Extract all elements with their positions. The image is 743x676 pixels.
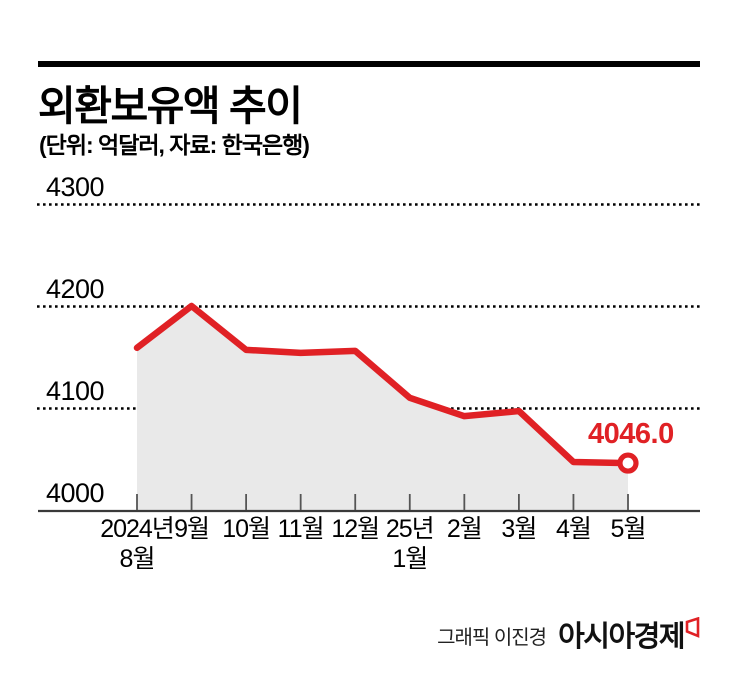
- graphic-credit: 그래픽 이진경: [437, 627, 547, 649]
- last-value-data-label: 4046.0: [588, 418, 674, 450]
- red-flag-icon: [685, 617, 700, 638]
- x-axis-label-3: 11월: [277, 515, 325, 543]
- x-axis-label-0: 2024년 8월: [100, 515, 175, 573]
- y-axis-label-4000: 4000: [46, 478, 105, 508]
- x-axis-label-2: 10월: [222, 515, 271, 543]
- page-title: 외환보유액 추이: [38, 83, 303, 129]
- y-axis-label-4100: 4100: [46, 376, 105, 406]
- end-point-marker: [617, 452, 639, 474]
- series-line: [133, 302, 632, 467]
- x-axis-label-8: 4월: [555, 515, 592, 543]
- x-axis-label-7: 3월: [501, 515, 537, 543]
- x-axis-label-9: 5월: [610, 515, 647, 543]
- publisher-logo-text: 아시아경제: [558, 621, 685, 653]
- y-axis-label-4200: 4200: [46, 274, 105, 304]
- x-axis-label-4: 12월: [331, 515, 380, 543]
- series-area-fill: [137, 306, 628, 510]
- chart-unit-source-note: (단위: 억달러, 자료: 한국은행): [39, 132, 310, 158]
- credit-row: 그래픽 이진경 아시아경제: [0, 617, 700, 653]
- title-rule: [38, 61, 700, 67]
- x-axis-label-5: 25년 1월: [385, 515, 435, 573]
- publisher-logo: 아시아경제: [558, 617, 700, 653]
- y-axis-label-4300: 4300: [46, 172, 105, 202]
- x-axis-label-6: 2월: [446, 515, 483, 543]
- x-axis-label-1: 9월: [174, 515, 210, 543]
